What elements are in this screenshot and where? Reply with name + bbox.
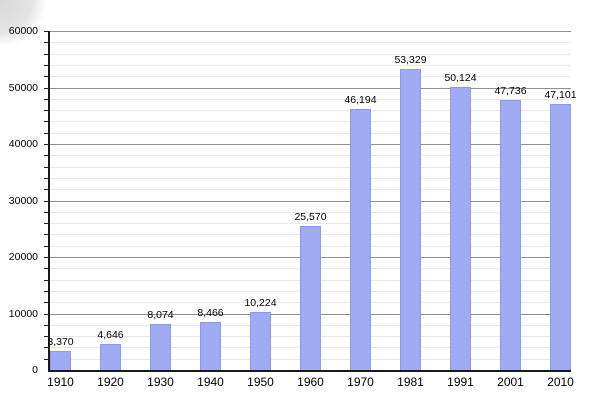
gridline-minor [50, 189, 571, 191]
y-axis-tick [44, 200, 50, 202]
bar-1991 [450, 86, 471, 370]
y-axis-tick [44, 110, 50, 112]
y-axis-tick [44, 42, 50, 44]
gridline-minor [50, 211, 571, 213]
bar-1930 [150, 324, 171, 370]
y-axis-tick [44, 144, 50, 145]
bar-2001 [500, 100, 521, 370]
y-axis-labels: 0 10000 20000 30000 40000 50000 60000 [0, 26, 38, 375]
gridline-minor [50, 64, 571, 66]
y-axis-tick [44, 31, 50, 32]
gridline-minor [50, 110, 571, 112]
bar-value-label: 50,124 [444, 71, 477, 84]
bar-value-label: 25,570 [294, 210, 327, 223]
y-axis-tick [44, 313, 50, 315]
gridline-minor [50, 155, 571, 157]
y-axis-tick [44, 132, 50, 134]
y-axis-tick [44, 87, 50, 89]
y-axis-tick [44, 166, 50, 168]
y-axis-tick [44, 177, 50, 179]
x-axis-label: 1950 [247, 375, 274, 389]
y-axis-tick [44, 302, 50, 304]
y-axis-label: 20000 [8, 250, 38, 263]
y-axis-tick [44, 234, 50, 236]
gridline-minor [50, 177, 571, 179]
y-axis-label: 0 [32, 363, 38, 376]
y-axis-label: 50000 [8, 81, 38, 94]
gridline-minor [50, 132, 571, 134]
y-axis-tick [44, 257, 50, 258]
bar-2010 [550, 103, 571, 370]
y-axis-tick [44, 268, 50, 270]
y-axis-tick [44, 358, 50, 360]
bar-value-label: 46,194 [344, 94, 377, 107]
bars [50, 31, 571, 370]
bar-1970 [350, 109, 371, 370]
x-axis-label: 1910 [47, 375, 74, 389]
y-axis-label: 40000 [8, 137, 38, 150]
bar-value-label: 8,466 [197, 307, 224, 320]
gridline-minor [50, 42, 571, 44]
gridline-major [50, 200, 571, 202]
bar-value-label: 47,101 [544, 88, 577, 101]
y-axis-tick [44, 347, 50, 349]
bar-1910 [50, 350, 71, 370]
y-axis-tick [44, 76, 50, 78]
bar-1981 [400, 68, 421, 370]
y-axis-tick [44, 155, 50, 157]
y-axis-tick [44, 98, 50, 100]
y-axis-label: 60000 [8, 24, 38, 37]
gridline-minor [50, 223, 571, 225]
y-axis-tick [44, 53, 50, 55]
gridline-major [50, 87, 571, 89]
x-axis-label: 1970 [347, 375, 374, 389]
gridline-minor [50, 121, 571, 123]
y-axis-tick [44, 64, 50, 66]
gridline-minor [50, 98, 571, 100]
plot-area: 3,370 4,646 8,074 8,466 10,224 25,570 46,194 53… [44, 31, 577, 372]
gridline-major [50, 31, 571, 32]
y-axis-tick [44, 290, 50, 292]
bar-value-label: 47,736 [494, 85, 527, 98]
y-axis-tick [44, 211, 50, 213]
bar-value-label: 53,329 [394, 53, 427, 66]
y-axis-label: 10000 [8, 307, 38, 320]
gridline-minor [50, 166, 571, 168]
x-axis-label: 1960 [297, 375, 324, 389]
bar-1920 [100, 343, 121, 370]
x-axis-label: 1940 [197, 375, 224, 389]
y-axis-label: 30000 [8, 194, 38, 207]
bar-value-label: 3,370 [47, 335, 74, 348]
y-axis-tick [44, 121, 50, 123]
y-axis-tick [44, 223, 50, 225]
y-axis-tick [44, 279, 50, 281]
bar-1940 [200, 322, 221, 370]
gridline-major [50, 144, 571, 145]
gridline-minor [50, 53, 571, 55]
bar-value-label: 4,646 [97, 328, 124, 341]
x-axis-labels: 1910 1920 1930 1940 1950 1960 1970 1981 1991 2001… [47, 375, 574, 393]
x-axis-label: 1920 [97, 375, 124, 389]
x-axis-label: 2001 [497, 375, 524, 389]
bar-value-labels: 3,370 4,646 8,074 8,466 10,224 25,570 46,194 53… [47, 31, 576, 370]
x-axis-label: 1991 [447, 375, 474, 389]
x-axis-label: 1981 [397, 375, 424, 389]
bar-value-label: 10,224 [244, 297, 277, 310]
y-axis-tick [44, 324, 50, 326]
bar-1960 [300, 225, 321, 370]
x-axis-label: 1930 [147, 375, 174, 389]
bar-value-label: 8,074 [147, 309, 174, 322]
y-axis-tick [44, 336, 50, 338]
y-axis-tick [44, 245, 50, 247]
gridline-minor [50, 76, 571, 78]
y-axis-tick [44, 189, 50, 191]
bar-1950 [250, 312, 271, 370]
x-axis-label: 2010 [547, 375, 574, 389]
